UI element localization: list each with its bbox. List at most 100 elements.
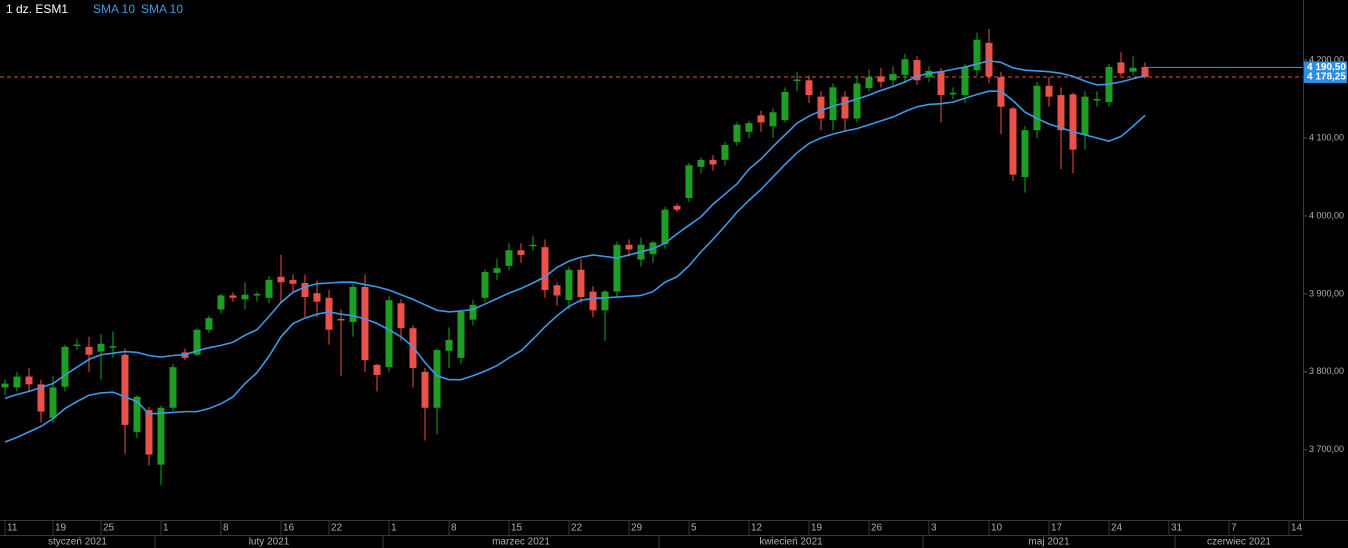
candle-body (25, 376, 33, 385)
legend-label: SMA 10 (141, 2, 183, 16)
x-tick-label: 17 (1051, 523, 1063, 534)
candle-body (61, 346, 69, 387)
candle-body (745, 123, 753, 132)
x-tick-label: 3 (931, 523, 937, 534)
candle-body (733, 124, 741, 142)
candle-body (37, 384, 45, 412)
candle-body (193, 329, 201, 355)
candle-body (913, 60, 921, 81)
month-label: kwiecień 2021 (759, 537, 823, 548)
candle-body (529, 244, 537, 247)
candle-body (385, 300, 393, 368)
candle-body (325, 297, 333, 330)
candle-body (73, 344, 81, 347)
candle-body (961, 67, 969, 96)
x-tick-label: 1 (163, 523, 169, 534)
candle-body (157, 407, 165, 465)
candle-body (805, 80, 813, 96)
candle-body (469, 304, 477, 320)
candle-body (829, 87, 837, 121)
candle-body (1021, 130, 1029, 177)
candle-body (685, 165, 693, 199)
x-tick-label: 24 (1111, 523, 1123, 534)
x-tick-label: 8 (223, 523, 229, 534)
candle-body (865, 77, 873, 89)
candle-body (889, 74, 897, 81)
y-tick-label: 4 000,00 (1309, 210, 1344, 220)
y-tick-label: 4 200,00 (1309, 54, 1344, 64)
candle-body (781, 91, 789, 121)
candle-body (793, 79, 801, 82)
candle-body (373, 364, 381, 375)
candle-body (1045, 85, 1053, 97)
candle-body (1117, 62, 1125, 74)
candle-body (937, 71, 945, 96)
candle-body (433, 350, 441, 408)
candle-body (1, 383, 9, 388)
candle-body (445, 339, 453, 351)
candle-body (1033, 85, 1041, 131)
candle-body (973, 39, 981, 71)
legend-title: 1 dz. ESM1 (6, 2, 68, 16)
y-tick-label: 3 900,00 (1309, 288, 1344, 298)
price-box-label: 4 190,50 (1307, 62, 1346, 73)
x-tick-label: 29 (631, 523, 643, 534)
candle-body (265, 279, 273, 298)
candle-body (145, 410, 153, 455)
candle-body (13, 376, 21, 388)
candle-body (421, 371, 429, 408)
candle-body (949, 92, 957, 95)
candle-body (757, 115, 765, 123)
x-tick-label: 22 (571, 523, 583, 534)
candle-body (985, 42, 993, 77)
candle-body (241, 294, 249, 300)
candle-body (205, 318, 213, 330)
candle-body (337, 318, 345, 321)
x-tick-label: 11 (7, 523, 18, 534)
x-tick-label: 16 (283, 523, 295, 534)
candle-body (1093, 99, 1101, 101)
candle-body (493, 268, 501, 273)
candle-body (217, 295, 225, 310)
candle-body (457, 311, 465, 358)
sma-line (4, 90, 1146, 443)
candle-body (289, 279, 297, 284)
candle-body (541, 247, 549, 291)
month-label: czerwiec 2021 (1207, 537, 1271, 548)
plot-area (0, 28, 1303, 485)
candle-body (601, 291, 609, 311)
price-box (1304, 70, 1347, 83)
candle-body (1009, 108, 1017, 175)
candle-body (361, 286, 369, 361)
x-tick-label: 14 (1291, 523, 1303, 534)
x-tick-label: 12 (751, 523, 763, 534)
x-tick-label: 10 (991, 523, 1003, 534)
price-box (1304, 61, 1347, 74)
candle-body (169, 367, 177, 408)
candle-body (49, 387, 57, 418)
candle-body (121, 354, 129, 425)
candle-body (1057, 95, 1065, 131)
candle-body (877, 76, 885, 82)
candle-body (253, 293, 261, 296)
candle-body (553, 285, 561, 296)
candle-body (349, 286, 357, 322)
candle-body (229, 295, 237, 298)
month-label: maj 2021 (1028, 537, 1070, 548)
candle-body (313, 293, 321, 302)
candle-body (661, 209, 669, 245)
candle-body (1081, 96, 1089, 135)
candle-body (613, 244, 621, 292)
candle-body (277, 276, 285, 283)
candle-body (769, 112, 777, 127)
candle-body (673, 205, 681, 210)
candle-body (517, 250, 525, 255)
candle-body (505, 250, 513, 266)
candle-body (721, 145, 729, 160)
y-tick-label: 3 700,00 (1309, 444, 1344, 454)
candle-body (697, 159, 705, 167)
candle-body (841, 96, 849, 119)
x-tick-label: 25 (103, 523, 115, 534)
